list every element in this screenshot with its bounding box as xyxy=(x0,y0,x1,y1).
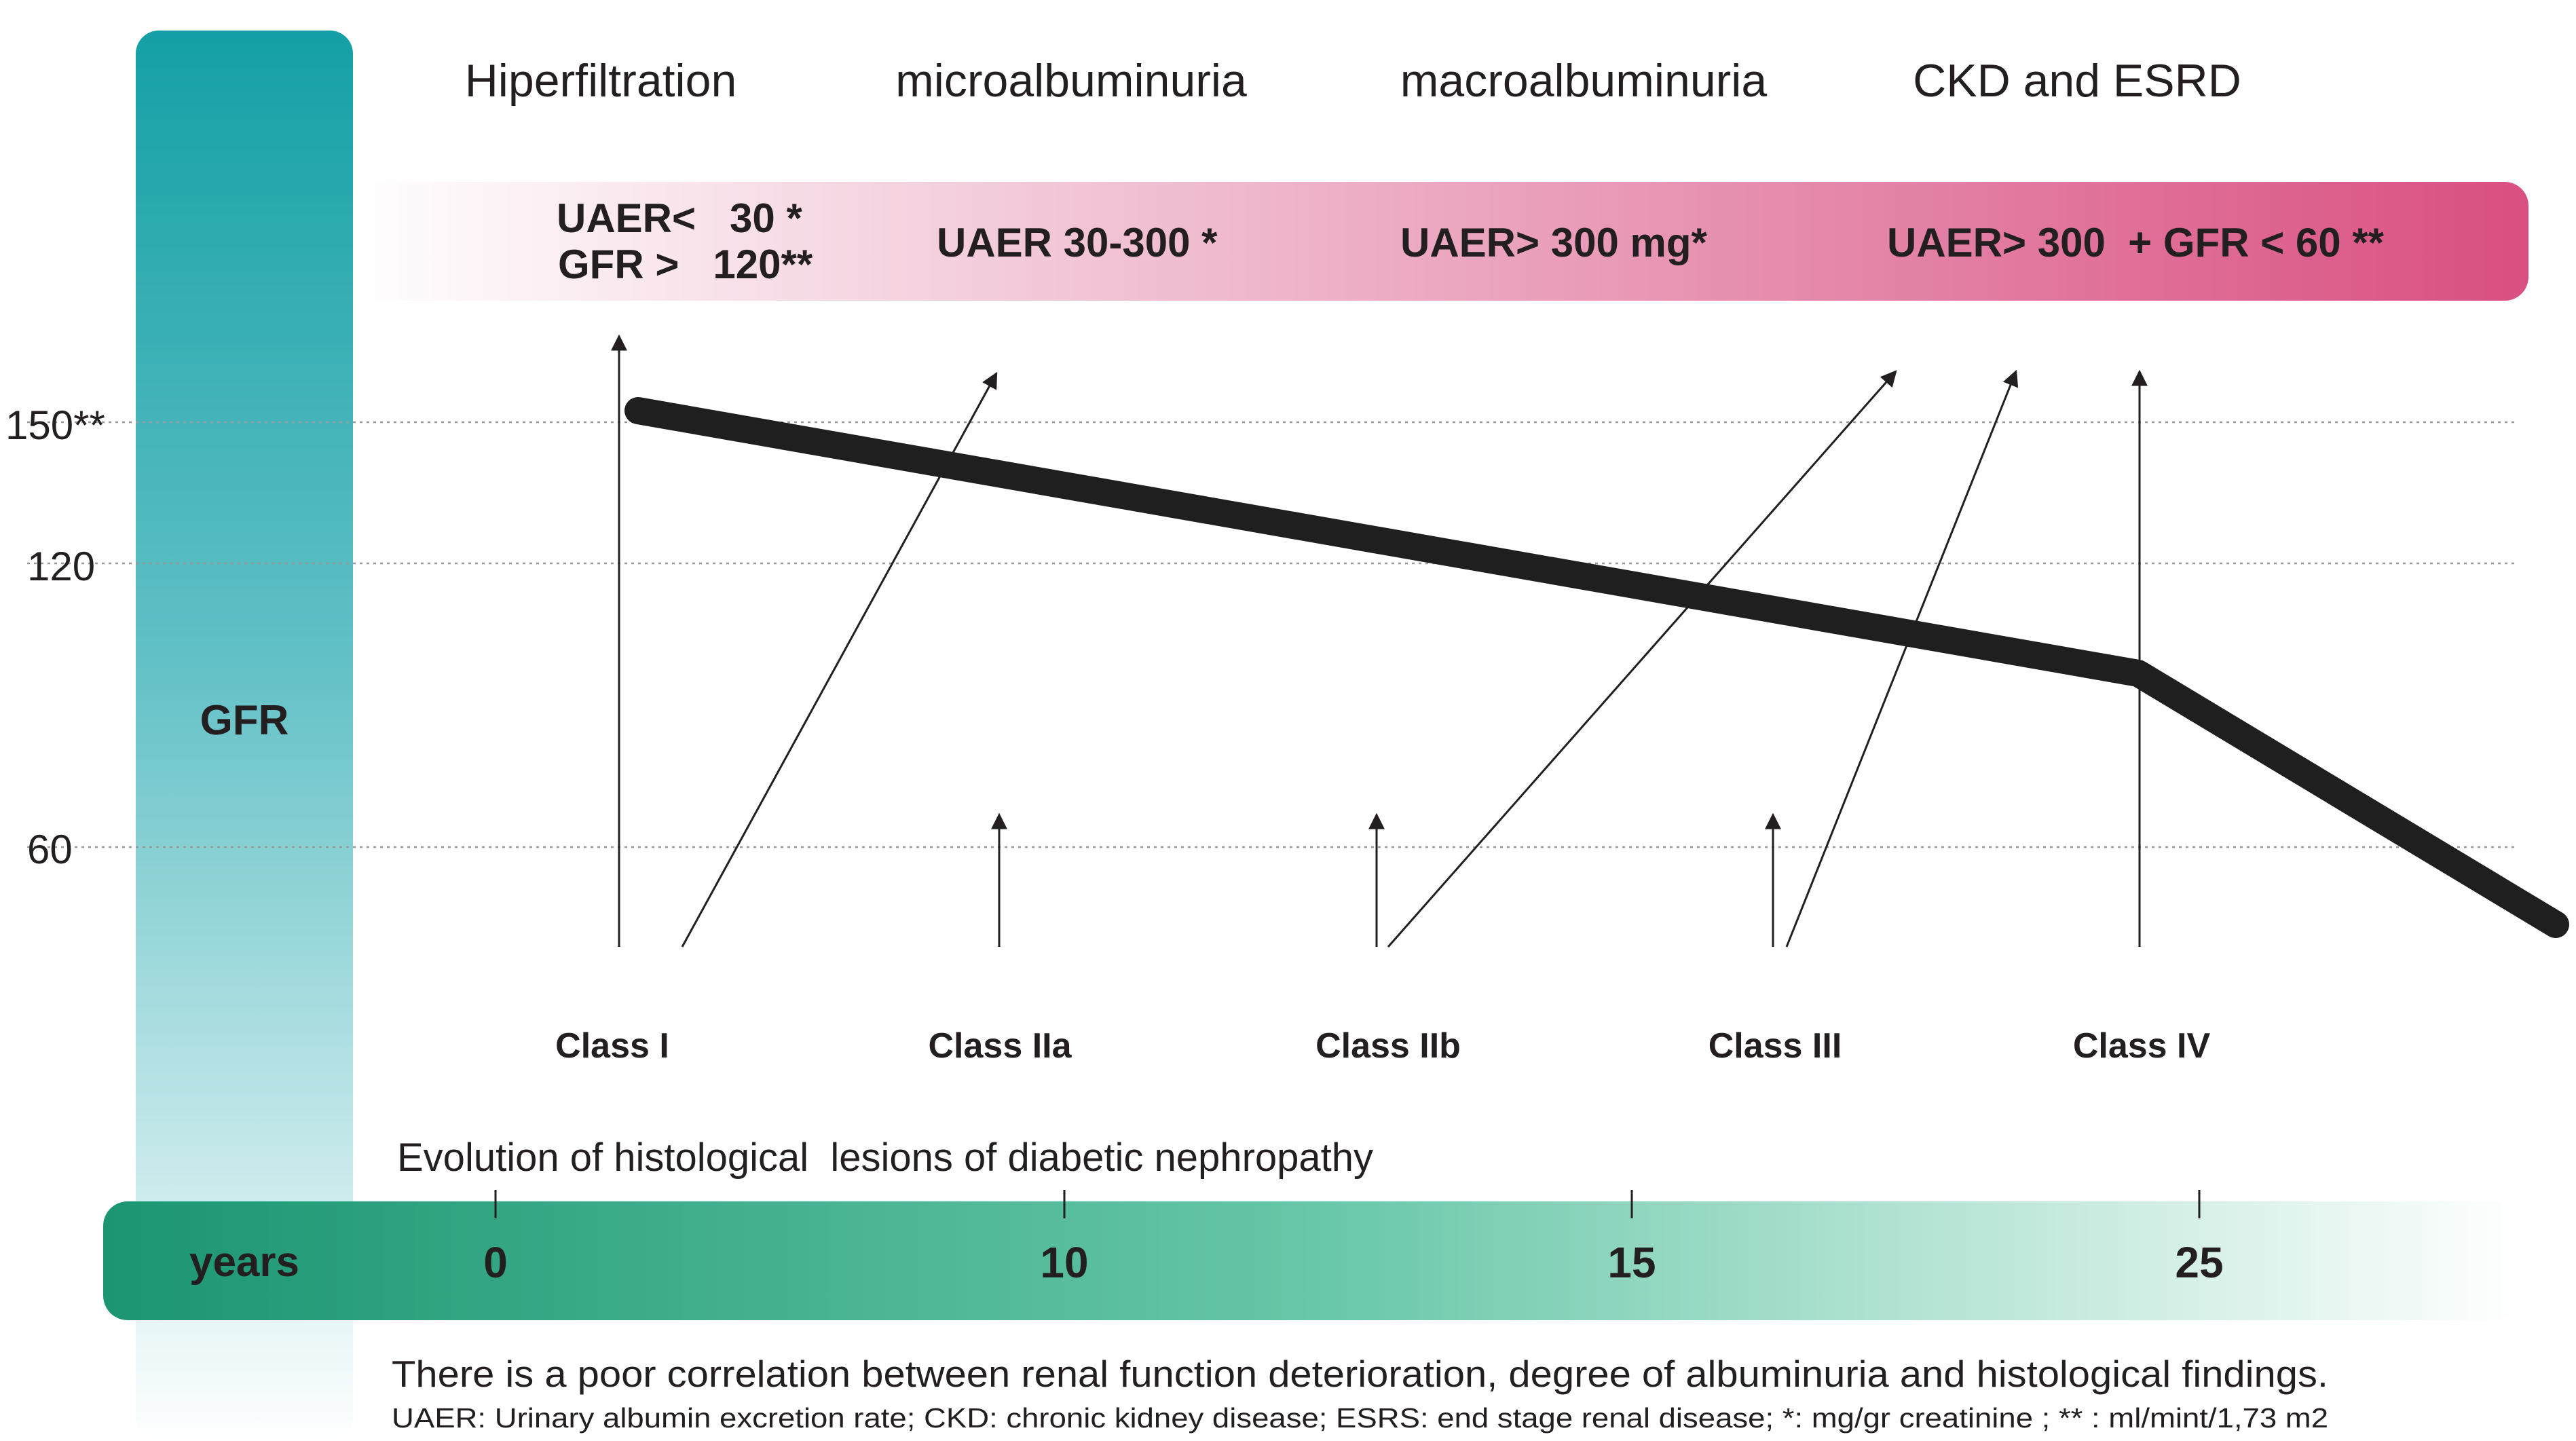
year-label-10: 10 xyxy=(1040,1238,1088,1287)
stage-label-microalbuminuria: microalbuminuria xyxy=(895,55,1247,107)
stage-label-hiperfiltration: Hiperfiltration xyxy=(465,55,737,107)
years-ticks xyxy=(494,1190,2201,1218)
years-axis-title: years xyxy=(189,1239,299,1286)
criteria-gfr-hiperfiltration: GFR > 120** xyxy=(558,242,813,287)
criteria-ckd-esrd: UAER> 300 + GFR < 60 ** xyxy=(1887,220,2385,265)
gfr-tick-label-60: 60 xyxy=(27,827,73,872)
gfr-tick-label-150: 150** xyxy=(5,403,105,448)
stage-label-macroalbuminuria: macroalbuminuria xyxy=(1400,55,1768,107)
gfr-curve xyxy=(624,397,2569,938)
lesions-caption: Evolution of histological lesions of dia… xyxy=(397,1136,1373,1180)
gfr-bar xyxy=(136,31,353,1441)
gfr-axis-title: GFR xyxy=(200,697,289,744)
year-label-15: 15 xyxy=(1607,1238,1656,1287)
years-bar xyxy=(103,1201,2520,1320)
stage-criteria-band xyxy=(353,182,2528,301)
class-label-i: Class I xyxy=(555,1026,669,1066)
class-label-iii: Class III xyxy=(1709,1026,1842,1066)
stage-label-ckd-esrd: CKD and ESRD xyxy=(1913,55,2241,107)
class-label-iib: Class IIb xyxy=(1315,1026,1461,1066)
class-arrows xyxy=(611,334,2148,948)
year-label-25: 25 xyxy=(2175,1238,2223,1287)
footer-abbreviations: UAER: Urinary albumin excretion rate; CK… xyxy=(392,1402,2328,1434)
gfr-tick-label-120: 120 xyxy=(27,544,95,589)
criteria-uaer-hiperfiltration: UAER< 30 * xyxy=(557,195,802,241)
year-label-0: 0 xyxy=(483,1238,508,1287)
class-iii-to-ckd-arrow xyxy=(1785,369,2019,948)
gfr-gridlines xyxy=(27,421,2515,848)
class-label-iia: Class IIa xyxy=(928,1026,1072,1066)
criteria-macroalbuminuria: UAER> 300 mg* xyxy=(1400,220,1707,265)
class-iib-to-ckd-arrow xyxy=(1387,370,1897,948)
criteria-microalbuminuria: UAER 30-300 * xyxy=(937,220,1218,265)
footer-main-note: There is a poor correlation between rena… xyxy=(392,1353,2328,1395)
class-label-iv: Class IV xyxy=(2073,1026,2211,1066)
